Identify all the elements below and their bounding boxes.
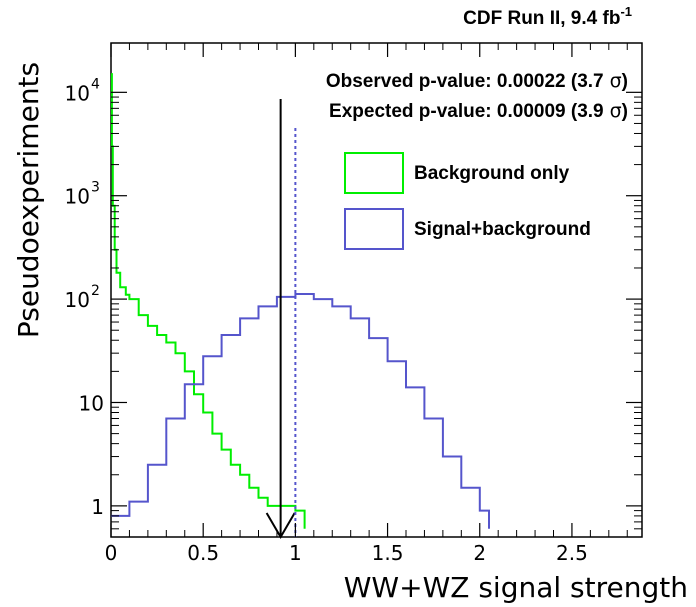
signal-background-series bbox=[111, 293, 490, 529]
legend-swatch-signal bbox=[344, 208, 404, 250]
title-superscript: -1 bbox=[620, 4, 632, 19]
x-axis-title: WW+WZ signal strength bbox=[344, 571, 688, 604]
legend-swatch-background bbox=[344, 152, 404, 194]
y-tick-label: 10 bbox=[65, 288, 90, 312]
x-tick-label: 2.5 bbox=[556, 541, 588, 565]
x-tick-label: 1 bbox=[289, 541, 302, 565]
y-axis-title: Pseudoexperiments bbox=[12, 62, 45, 338]
legend: Background only Signal+background bbox=[344, 152, 591, 250]
x-tick-label: 0 bbox=[105, 541, 118, 565]
y-tick-label: 10 bbox=[65, 185, 90, 209]
marker-layer bbox=[265, 99, 297, 539]
x-tick-label: 2 bbox=[473, 541, 486, 565]
expected-pvalue-annotation: Expected p-value: 0.00009 (3.9 σ) bbox=[329, 100, 628, 122]
legend-label-signal: Signal+background bbox=[414, 219, 591, 240]
observed-pvalue-annotation: Observed p-value: 0.00022 (3.7 σ) bbox=[326, 70, 628, 92]
y-tick-exponent: 4 bbox=[91, 76, 100, 92]
y-tick-exponent: 3 bbox=[91, 180, 100, 196]
chart-title: CDF Run II, 9.4 fb-1 bbox=[463, 4, 632, 29]
x-tick-label: 0.5 bbox=[187, 541, 219, 565]
observed-arrowhead bbox=[265, 512, 296, 539]
y-tick-exponent: 2 bbox=[91, 283, 100, 299]
y-tick-label: 1 bbox=[91, 495, 104, 519]
legend-label-background: Background only bbox=[414, 163, 570, 184]
x-tick-label: 1.5 bbox=[372, 541, 404, 565]
background-only-series bbox=[110, 73, 306, 529]
y-tick-label: 10 bbox=[65, 81, 90, 105]
series-layer bbox=[110, 73, 490, 529]
plot-frame bbox=[110, 42, 643, 538]
y-tick-label: 10 bbox=[79, 391, 104, 415]
